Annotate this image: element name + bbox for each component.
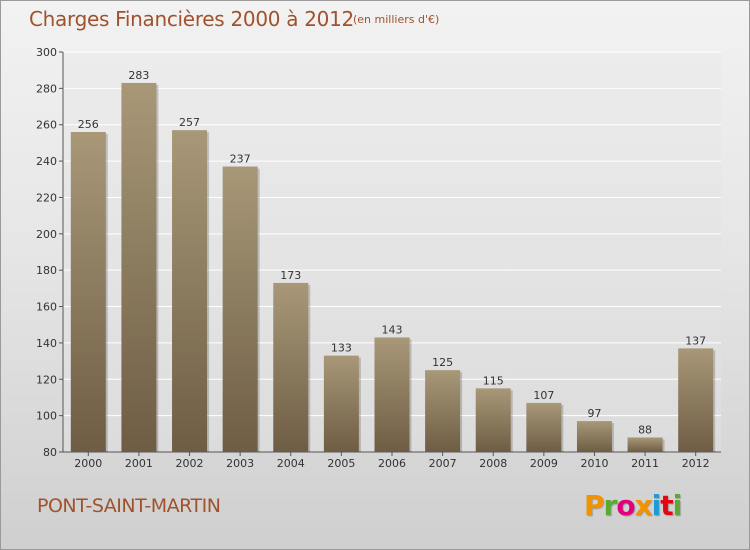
data-label: 256 (78, 118, 99, 131)
x-tick-label: 2005 (327, 457, 355, 470)
bar (526, 402, 562, 452)
x-tick-label: 2012 (682, 457, 710, 470)
y-tick-label: 100 (36, 410, 57, 423)
x-tick-label: 2007 (429, 457, 457, 470)
y-tick-label: 140 (36, 337, 57, 350)
bar (627, 437, 663, 452)
chart-title: Charges Financières 2000 à 2012 (29, 7, 354, 31)
y-tick-label: 280 (36, 82, 57, 95)
bar (172, 130, 208, 452)
x-tick-label: 2000 (74, 457, 102, 470)
x-tick-label: 2011 (631, 457, 659, 470)
y-tick-label: 220 (36, 191, 57, 204)
x-tick-label: 2001 (125, 457, 153, 470)
logo-letter: x (634, 489, 653, 522)
place-name: PONT-SAINT-MARTIN (37, 495, 221, 517)
data-label: 137 (685, 334, 706, 347)
bar (70, 132, 106, 452)
y-tick-label: 80 (43, 446, 57, 459)
data-label: 237 (230, 153, 251, 166)
bar (576, 421, 612, 452)
bar (475, 388, 511, 452)
data-label: 97 (587, 407, 601, 420)
data-label: 257 (179, 116, 200, 129)
bar (323, 355, 359, 452)
data-label: 88 (638, 423, 652, 436)
data-label: 107 (533, 389, 554, 402)
data-label: 133 (331, 342, 352, 355)
y-tick-label: 120 (36, 373, 57, 386)
logo-letter: i (651, 489, 662, 522)
data-label: 115 (483, 374, 504, 387)
y-tick-label: 260 (36, 119, 57, 132)
x-tick-label: 2009 (530, 457, 558, 470)
x-tick-label: 2002 (176, 457, 204, 470)
x-tick-label: 2006 (378, 457, 406, 470)
x-tick-label: 2010 (580, 457, 608, 470)
bar (425, 370, 461, 452)
bar (222, 166, 258, 452)
proxiti-logo: Proxiti (584, 489, 683, 522)
y-tick-label: 240 (36, 155, 57, 168)
data-label: 143 (382, 323, 403, 336)
x-tick-label: 2008 (479, 457, 507, 470)
y-tick-label: 300 (36, 46, 57, 59)
chart-unit: (en milliers d'€) (353, 13, 440, 26)
logo-letter: r (603, 489, 618, 522)
bar (678, 348, 714, 452)
data-label: 283 (128, 69, 149, 82)
y-tick-label: 200 (36, 228, 57, 241)
bar (121, 82, 157, 452)
x-tick-label: 2003 (226, 457, 254, 470)
logo-letter: P (584, 489, 605, 522)
y-tick-label: 160 (36, 301, 57, 314)
y-tick-label: 180 (36, 264, 57, 277)
logo-letter: t (660, 489, 673, 522)
logo-letter: i (672, 489, 683, 522)
bar (273, 282, 309, 452)
logo-letter: o (616, 489, 635, 522)
data-label: 173 (280, 269, 301, 282)
bar (374, 337, 410, 452)
x-tick-label: 2004 (277, 457, 305, 470)
data-label: 125 (432, 356, 453, 369)
